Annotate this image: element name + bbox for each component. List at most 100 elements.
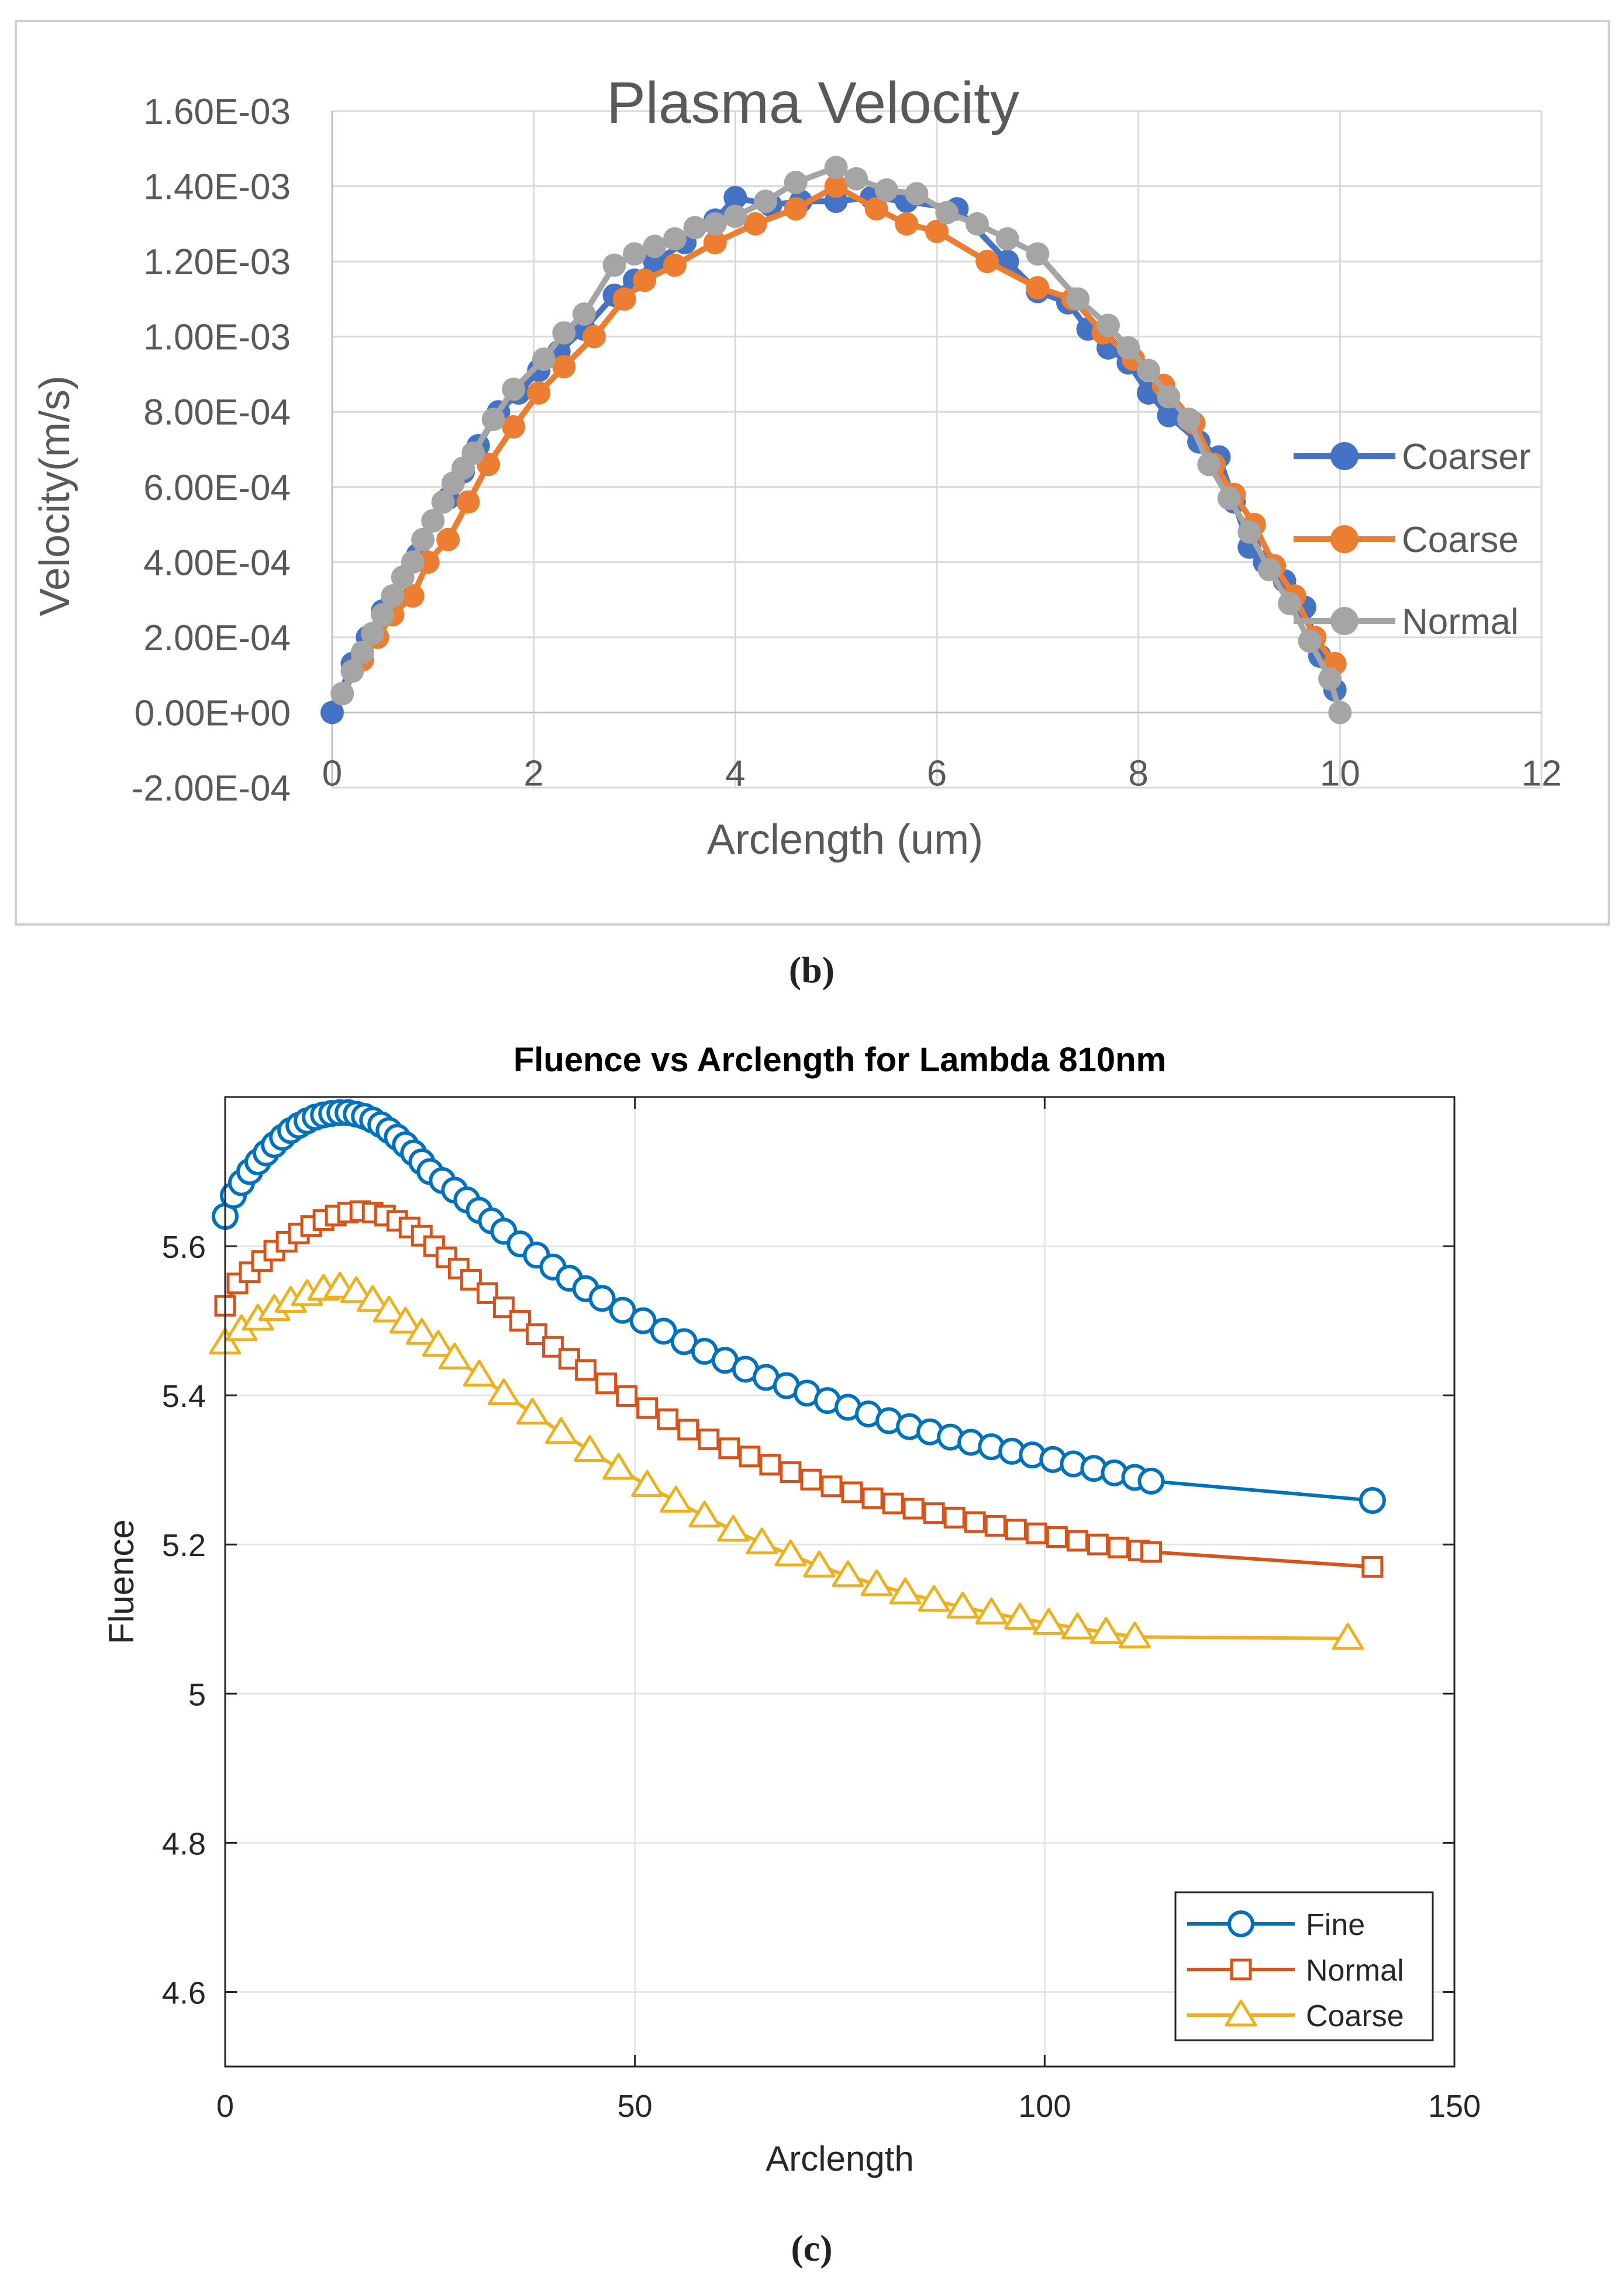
panel-b-legend-marker-normal xyxy=(1330,607,1358,635)
panel-c-point-fine xyxy=(1137,1467,1165,1495)
panel-c-point-coarse xyxy=(1004,1602,1036,1630)
panel-b-point-coarse xyxy=(436,527,460,551)
panel-c-x-tick-label-2: 100 xyxy=(1018,2089,1071,2124)
panel-c-point-normal xyxy=(1025,1522,1047,1544)
panel-b-point-normal xyxy=(431,490,455,514)
panel-c-point-normal xyxy=(780,1461,802,1484)
panel-b-point-normal xyxy=(502,377,526,401)
panel-c-series-fine xyxy=(212,1099,1386,1514)
panel-b-point-normal xyxy=(350,640,374,664)
panel-b-y-tick-label-3: 4.00E-04 xyxy=(143,543,291,583)
panel-c-point-normal xyxy=(1046,1526,1068,1548)
panel-b-plasma-velocity: -2.00E-04 0.00E+00 2.00E-04 4.00E-04 6.00E-0… xyxy=(15,20,1610,926)
panel-b-point-normal xyxy=(371,603,395,627)
panel-b-point-normal xyxy=(754,189,778,213)
panel-c-point-normal xyxy=(759,1454,781,1476)
panel-b-point-normal xyxy=(461,441,485,465)
panel-c-point-coarse xyxy=(516,1398,549,1425)
panel-c-point-normal xyxy=(800,1468,822,1491)
panel-b-point-coarse xyxy=(502,415,526,439)
panel-b-point-normal xyxy=(401,550,425,574)
panel-b-point-normal xyxy=(683,216,707,240)
panel-b-point-normal xyxy=(602,253,626,277)
panel-b-legend-label-coarser: Coarser xyxy=(1402,437,1531,477)
panel-c-y-tick-labels: 4.6 4.8 5 5.2 5.4 5.6 xyxy=(162,1230,206,2010)
panel-c-point-normal xyxy=(558,1348,581,1370)
panel-b-point-normal xyxy=(1157,385,1181,409)
panel-c-point-fine xyxy=(588,1285,616,1312)
panel-b-point-normal xyxy=(723,204,747,228)
panel-c-point-normal xyxy=(1107,1536,1129,1558)
panel-b-point-normal xyxy=(663,227,687,251)
panel-c-point-normal xyxy=(820,1475,843,1498)
panel-b-x-tick-label-3: 6 xyxy=(927,753,947,794)
panel-b-point-coarse xyxy=(663,253,687,277)
panel-c-point-normal xyxy=(861,1487,884,1509)
panel-c-point-coarse xyxy=(356,1285,389,1312)
panel-c-point-coarse xyxy=(463,1360,495,1387)
panel-c-point-normal xyxy=(1087,1533,1109,1555)
panel-b-point-normal xyxy=(784,171,808,195)
panel-c-point-normal xyxy=(984,1515,1006,1537)
panel-b-point-coarser xyxy=(723,185,747,209)
panel-c-point-coarse xyxy=(860,1569,893,1596)
panel-c-point-normal xyxy=(239,1261,261,1284)
panel-c-point-coarse xyxy=(602,1453,635,1480)
panel-b-point-normal xyxy=(572,302,596,326)
panel-c-fluence: 4.6 4.8 5 5.2 5.4 5.6 0 50 100 150 Fluence vs Ar… xyxy=(102,1041,1481,2178)
panel-c-point-coarse xyxy=(340,1276,373,1303)
panel-c-point-normal xyxy=(1361,1555,1384,1578)
panel-b-point-normal xyxy=(1257,558,1281,582)
panel-b-y-tick-label-1: 0.00E+00 xyxy=(135,693,291,733)
panel-b-point-normal xyxy=(1217,487,1241,510)
panel-b-point-coarser xyxy=(1157,403,1181,427)
panel-c-x-tick-label-1: 50 xyxy=(618,2089,653,2124)
panel-c-point-normal xyxy=(1066,1530,1088,1552)
panel-b-point-coarse xyxy=(582,325,606,349)
panel-b-y-tick-label-7: 1.20E-03 xyxy=(143,242,291,282)
panel-b-point-normal xyxy=(1298,629,1322,653)
panel-c-point-normal xyxy=(1140,1541,1163,1563)
panel-b-point-normal xyxy=(995,227,1019,251)
panel-c-legend-label-normal: Normal xyxy=(1306,1954,1404,1988)
panel-c-series xyxy=(209,1099,1386,1650)
panel-c-y-axis-label: Fluence xyxy=(102,1519,141,1644)
panel-b-point-normal xyxy=(552,321,576,345)
panel-c-y-tick-label-1: 4.8 xyxy=(162,1826,206,1861)
panel-b-point-coarse xyxy=(895,212,919,236)
panel-c-point-normal xyxy=(636,1397,658,1419)
panel-b-legend-marker-coarser xyxy=(1330,442,1358,470)
panel-c-point-coarse xyxy=(1089,1617,1122,1644)
panel-b-legend-label-coarse: Coarse xyxy=(1402,520,1519,560)
panel-b-y-tick-label-0: -2.00E-04 xyxy=(132,768,291,809)
panel-c-y-tick-label-5: 5.6 xyxy=(162,1230,206,1265)
panel-b-point-normal xyxy=(844,167,868,191)
panel-b-x-tick-label-0: 0 xyxy=(322,753,342,794)
panel-b-point-normal xyxy=(330,682,354,706)
panel-b-point-normal xyxy=(360,622,384,646)
panel-b-series-normal xyxy=(330,156,1352,725)
panel-c-point-normal xyxy=(1005,1519,1027,1541)
panel-c-point-coarse xyxy=(889,1577,922,1605)
panel-b-point-normal xyxy=(703,212,727,236)
panel-c-point-fine xyxy=(650,1317,677,1345)
panel-c-point-normal xyxy=(882,1492,904,1515)
panel-c-legend: Fine Normal Coarse xyxy=(1174,1891,1434,2041)
panel-b-point-normal xyxy=(824,156,848,180)
panel-b-caption-label: (b) xyxy=(789,949,835,991)
panel-c-point-normal xyxy=(923,1502,945,1524)
panel-c-point-fine xyxy=(629,1307,657,1334)
panel-b-point-coarse xyxy=(864,197,888,221)
panel-b-point-normal xyxy=(1318,667,1342,691)
panel-c-series-coarse xyxy=(209,1271,1364,1650)
panel-c-x-axis-label: Arclength xyxy=(766,2139,913,2178)
panel-c-axes-box xyxy=(224,1096,1456,2068)
panel-b-point-normal xyxy=(1278,592,1302,616)
panel-c-point-normal xyxy=(226,1272,249,1295)
panel-c-point-coarse xyxy=(405,1317,438,1345)
panel-c-legend-label-fine: Fine xyxy=(1306,1908,1365,1942)
panel-b-point-normal xyxy=(965,212,989,236)
panel-b-x-axis-label: Arclength (um) xyxy=(707,816,983,863)
panel-b-y-tick-label-5: 8.00E-04 xyxy=(143,392,291,433)
